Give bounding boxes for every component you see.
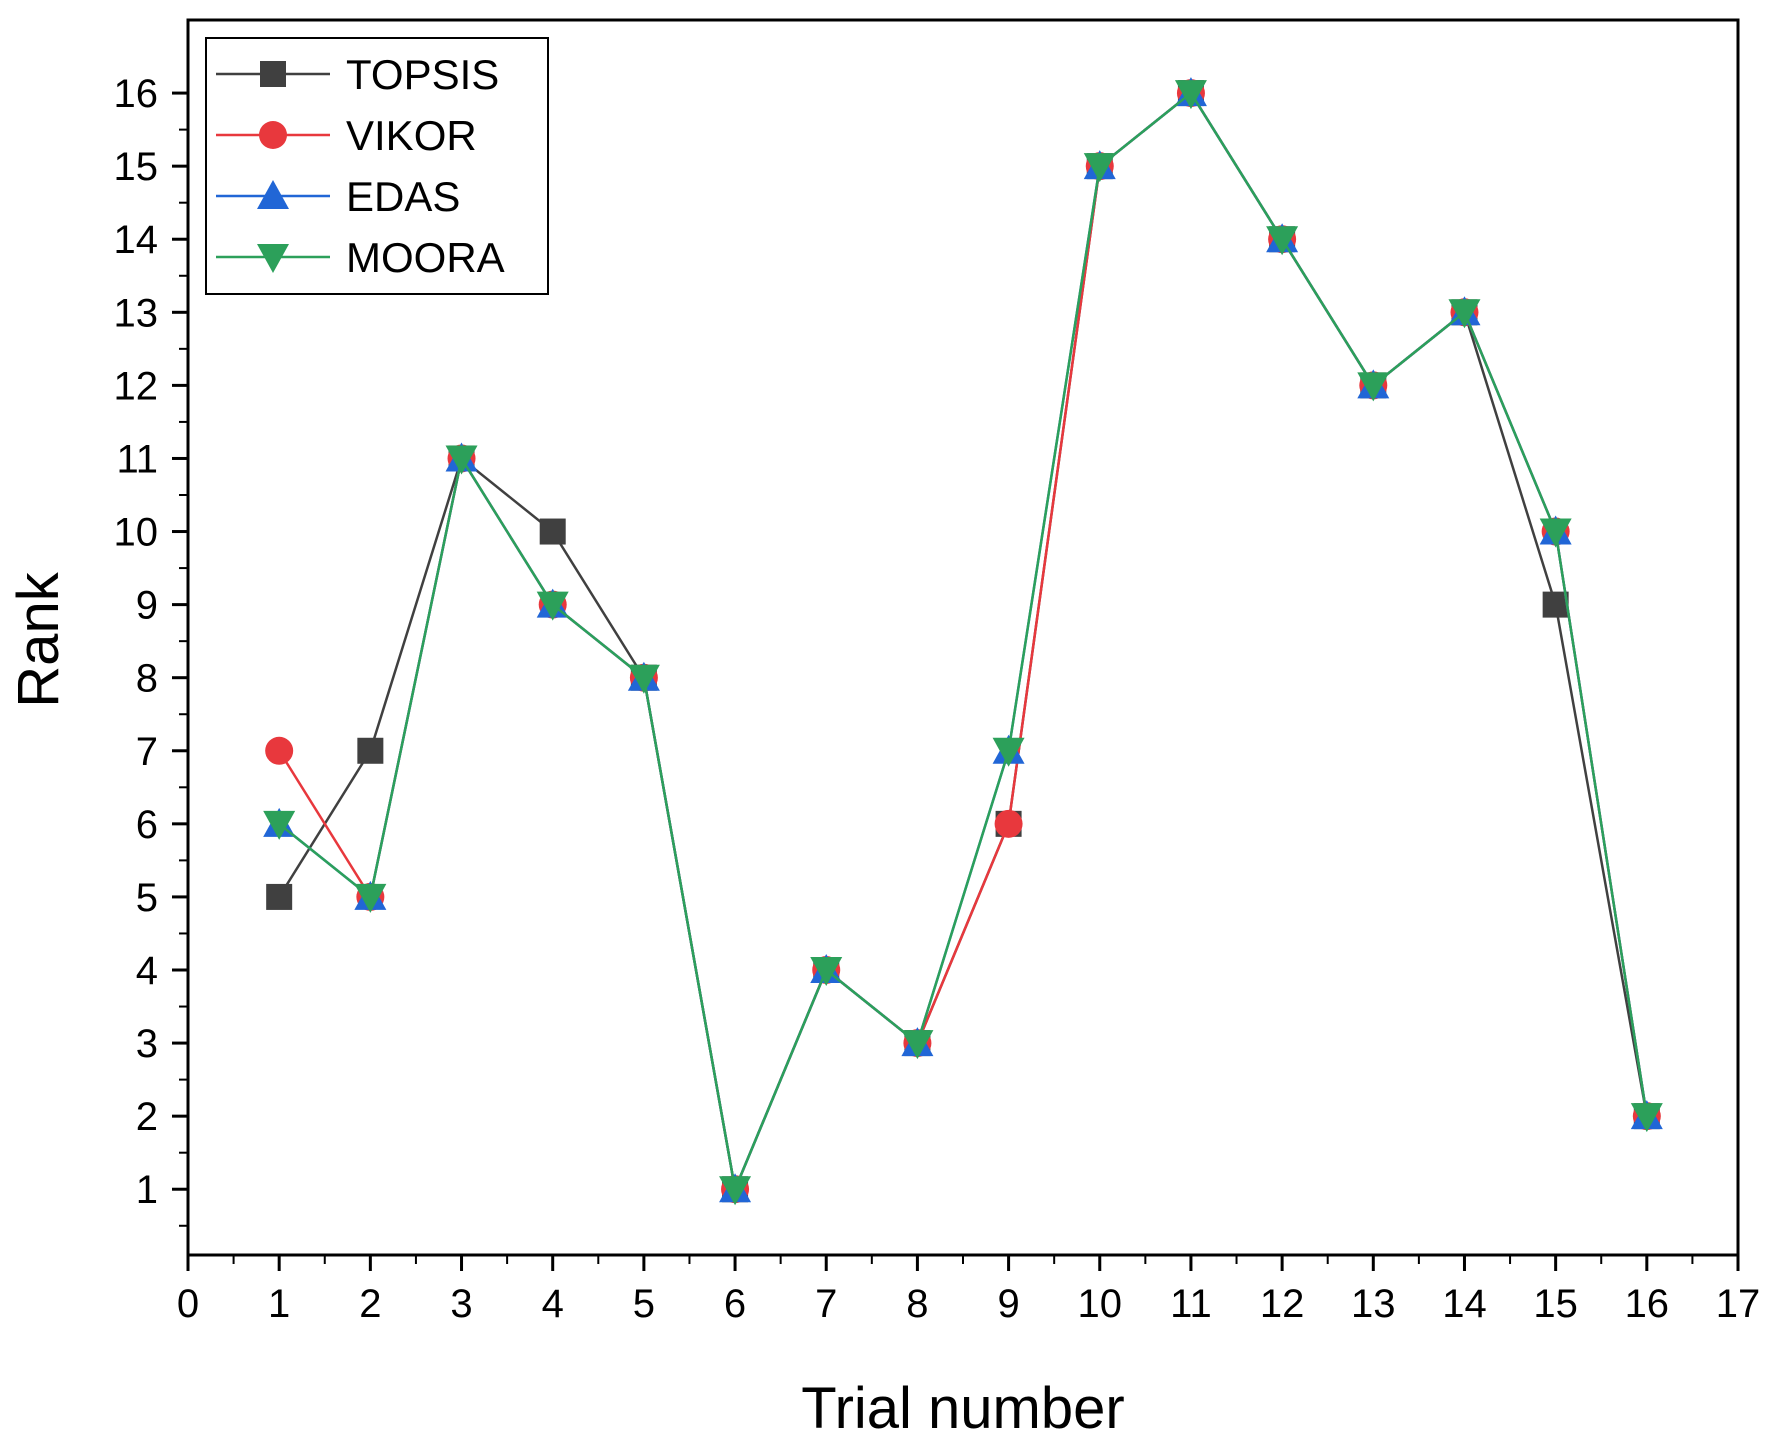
moora-point — [354, 883, 387, 913]
x-axis-title: Trial number — [801, 1376, 1124, 1441]
y-tick-label: 8 — [136, 657, 158, 701]
y-tick-label: 10 — [114, 511, 159, 555]
x-tick-label: 5 — [633, 1282, 655, 1326]
legend-marker-edas — [257, 180, 289, 209]
x-tick-label: 12 — [1260, 1282, 1305, 1326]
y-tick-label: 14 — [114, 218, 159, 262]
x-tick-label: 9 — [997, 1282, 1019, 1326]
legend-marker-moora — [257, 244, 289, 273]
y-tick-label: 4 — [136, 949, 158, 993]
y-tick-label: 15 — [114, 145, 159, 189]
vikor-point — [265, 736, 294, 765]
moora-point — [992, 737, 1025, 767]
topsis-point — [266, 883, 293, 910]
legend-item-edas: EDAS — [216, 173, 460, 220]
topsis-point — [357, 737, 384, 764]
legend-label-vikor: VIKOR — [346, 112, 477, 159]
x-tick-label: 3 — [450, 1282, 472, 1326]
moora-point — [719, 1176, 752, 1206]
y-tick-label: 1 — [136, 1168, 158, 1212]
moora-line — [278, 91, 1649, 1194]
y-tick-label: 5 — [136, 876, 158, 920]
moora-point — [445, 445, 478, 475]
x-tick-label: 7 — [815, 1282, 837, 1326]
legend-marker-topsis — [260, 61, 286, 87]
moora-point — [536, 591, 569, 621]
x-tick-label: 16 — [1625, 1282, 1670, 1326]
y-tick-label: 7 — [136, 730, 158, 774]
x-tick-label: 14 — [1442, 1282, 1487, 1326]
moora-point — [1539, 518, 1572, 548]
legend-item-vikor: VIKOR — [216, 112, 477, 159]
legend-label-topsis: TOPSIS — [346, 51, 499, 98]
legend-label-moora: MOORA — [346, 234, 505, 281]
y-tick-label: 12 — [114, 364, 159, 408]
x-axis-ticks: 0 1 2 3 4 5 6 7 8 9 10 11 12 13 14 15 16 17 — [177, 1255, 1760, 1326]
x-tick-label: 11 — [1170, 1282, 1212, 1326]
x-tick-label: 13 — [1351, 1282, 1396, 1326]
y-tick-label: 16 — [114, 72, 159, 116]
legend-label-edas: EDAS — [346, 173, 460, 220]
x-tick-label: 6 — [724, 1282, 746, 1326]
x-tick-label: 15 — [1533, 1282, 1578, 1326]
y-tick-label: 2 — [136, 1095, 158, 1139]
moora-point — [1083, 153, 1116, 183]
y-tick-label: 13 — [114, 291, 159, 335]
moora-point — [810, 957, 843, 986]
y-tick-label: 11 — [116, 437, 158, 481]
legend-item-moora: MOORA — [216, 234, 505, 281]
moora-point — [1630, 1103, 1663, 1133]
y-tick-label: 9 — [136, 584, 158, 628]
x-tick-label: 1 — [268, 1282, 290, 1326]
y-tick-label: 6 — [136, 803, 158, 847]
moora-point — [1357, 372, 1390, 402]
x-tick-label: 10 — [1078, 1282, 1123, 1326]
moora-point — [1448, 299, 1481, 329]
moora-point — [1266, 226, 1299, 256]
x-tick-label: 8 — [906, 1282, 928, 1326]
topsis-point — [1542, 591, 1569, 618]
y-tick-label: 3 — [136, 1022, 158, 1066]
moora-point — [1174, 80, 1207, 110]
vikor-point — [994, 809, 1023, 838]
series-moora — [263, 80, 1663, 1206]
x-tick-label: 17 — [1716, 1282, 1761, 1326]
moora-point — [627, 664, 660, 694]
legend: TOPSIS VIKOR EDAS MOORA — [205, 37, 549, 295]
legend-marker-vikor — [259, 121, 287, 149]
x-tick-label: 4 — [542, 1282, 564, 1326]
x-tick-label: 0 — [177, 1282, 199, 1326]
moora-point — [901, 1030, 934, 1060]
y-axis-title: Rank — [6, 571, 71, 707]
x-tick-label: 2 — [359, 1282, 381, 1326]
topsis-point — [539, 518, 566, 545]
legend-item-topsis: TOPSIS — [216, 51, 499, 98]
series-layer — [263, 77, 1663, 1206]
moora-point — [263, 810, 296, 840]
